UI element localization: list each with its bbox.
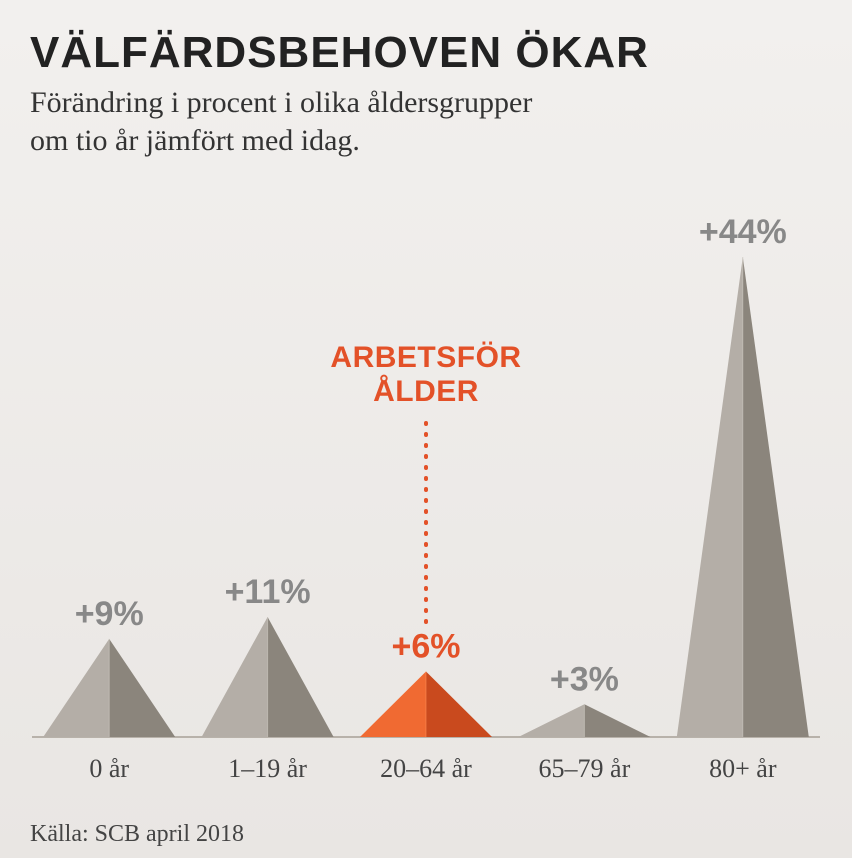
value-label: +11% [225, 573, 311, 611]
chart-source: Källa: SCB april 2018 [30, 821, 822, 848]
pyramid [677, 257, 809, 737]
pyramid [360, 672, 492, 737]
chart-svg: +9% 0 år +11% 1–19 år +6% 20–64 år ARBETSFÖRÅL… [30, 177, 822, 807]
x-axis-label: 20–64 år [380, 754, 472, 783]
pyramid-chart: +9% 0 år +11% 1–19 år +6% 20–64 år ARBETSFÖRÅL… [30, 177, 822, 807]
x-axis-label: 80+ år [709, 754, 777, 783]
x-axis-label: 1–19 år [228, 754, 307, 783]
callout-label: ÅLDER [373, 375, 479, 408]
x-axis-label: 0 år [89, 754, 129, 783]
value-label: +3% [550, 660, 619, 698]
value-label: +6% [392, 628, 461, 666]
chart-title: VÄLFÄRDSBEHOVEN ÖKAR [30, 28, 822, 78]
value-label: +9% [75, 595, 144, 633]
pyramid [518, 704, 650, 737]
chart-subtitle: Förändring i procent i olika åldersgrupp… [30, 84, 822, 159]
callout-label: ARBETSFÖR [330, 341, 521, 374]
pyramid [202, 617, 334, 737]
x-axis-label: 65–79 år [539, 754, 631, 783]
pyramid [43, 639, 175, 737]
value-label: +44% [699, 213, 787, 251]
